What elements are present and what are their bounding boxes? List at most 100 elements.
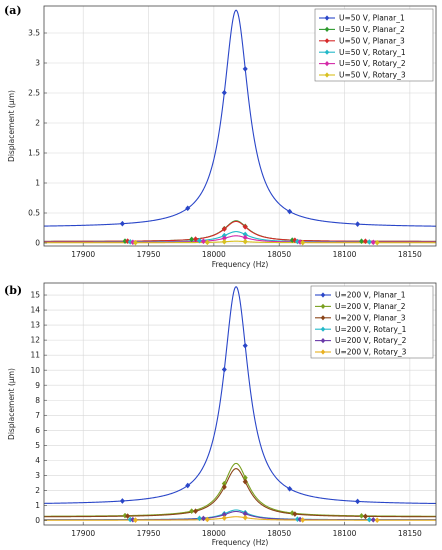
series-marker-4 — [366, 516, 372, 523]
series-marker-3 — [221, 484, 227, 490]
series-marker-1 — [221, 89, 227, 96]
series-marker-6 — [221, 515, 227, 521]
y-tick-label: 2.5 — [28, 89, 40, 98]
series-marker-3 — [221, 226, 227, 232]
legend-swatch-marker — [320, 338, 326, 344]
axes-frame — [43, 5, 437, 247]
x-tick-label: 18150 — [398, 250, 422, 259]
legend-swatch-marker — [324, 26, 330, 32]
series-marker-3 — [242, 223, 248, 230]
panel-a: 17900 17950 18000 18050 18100 18150 0 0.5 1 1.5 2 2… — [4, 4, 437, 269]
series-marker-6 — [300, 239, 306, 246]
panel-label: (b) — [4, 284, 22, 297]
y-tick-label: 13 — [30, 321, 40, 330]
y-tick-label: 0 — [35, 516, 40, 525]
series-marker-1 — [185, 482, 191, 489]
y-tick-label: 5 — [35, 441, 40, 450]
legend-swatch-marker — [320, 349, 326, 355]
series-marker-3 — [193, 508, 199, 515]
series-marker-1 — [242, 342, 248, 349]
series-marker-6 — [132, 239, 139, 246]
y-tick-label: 12 — [30, 336, 40, 345]
y-tick-label: 14 — [30, 306, 40, 315]
series-marker-1 — [355, 221, 361, 228]
legend-entry: U=200 V, Planar_1 — [335, 291, 406, 300]
y-tick-label: 4 — [35, 456, 40, 465]
series-marker-2 — [358, 512, 365, 519]
panel-b: 17900 17950 18000 18050 18100 181500123456789… — [4, 282, 437, 547]
series-marker-3 — [242, 478, 248, 485]
y-tick-label: 2 — [35, 486, 40, 495]
series-marker-6 — [242, 238, 248, 245]
series-marker-1 — [242, 66, 248, 72]
series-marker-1 — [287, 208, 293, 215]
series-marker-1 — [185, 205, 191, 212]
y-tick-label: 3.5 — [28, 29, 40, 38]
series-marker-1 — [221, 366, 227, 373]
y-tick-label: 6 — [35, 426, 40, 435]
x-tick-label: 18050 — [267, 529, 291, 538]
legend-box — [310, 285, 434, 359]
x-tick-label: 18050 — [267, 250, 291, 259]
series-marker-3 — [125, 513, 131, 520]
x-tick-label: 18100 — [333, 250, 357, 259]
series-marker-1 — [287, 485, 293, 492]
series-marker-5 — [200, 238, 206, 245]
y-tick-label: 2 — [35, 119, 40, 128]
panel-label: (a) — [4, 4, 22, 17]
x-tick-label: 17950 — [137, 250, 161, 259]
legend-swatch-marker — [324, 15, 330, 21]
y-tick-label: 15 — [30, 291, 40, 300]
series-marker-4 — [196, 515, 203, 522]
legend-swatch-marker — [324, 38, 330, 44]
series-line-3 — [44, 468, 436, 518]
y-tick-label: 8 — [35, 396, 40, 405]
series-marker-4 — [196, 237, 203, 244]
x-tick-label: 18000 — [202, 529, 226, 538]
y-tick-label: 1 — [35, 501, 40, 510]
x-axis-title: Frequency (Hz) — [212, 260, 269, 269]
legend-box — [314, 8, 434, 82]
legend-entry: U=50 V, Rotary_2 — [339, 59, 406, 68]
x-tick-label: 18000 — [202, 250, 226, 259]
series-line-1 — [43, 9, 437, 227]
series-marker-6 — [221, 238, 227, 245]
series-marker-6 — [300, 517, 306, 523]
x-tick-label: 17900 — [71, 529, 95, 538]
series-marker-6 — [132, 517, 139, 524]
legend-entry: U=50 V, Rotary_3 — [339, 71, 406, 80]
series-marker-1 — [355, 498, 361, 505]
legend-swatch-marker — [320, 303, 326, 309]
series-marker-5 — [200, 515, 206, 522]
legend-swatch-marker — [320, 326, 326, 332]
series-marker-1 — [119, 220, 125, 227]
y-tick-label: 3 — [35, 471, 40, 480]
legend-entry: U=200 V, Rotary_3 — [335, 348, 407, 357]
legend-entry: U=50 V, Rotary_1 — [339, 48, 406, 57]
legend-entry: U=200 V, Rotary_2 — [335, 336, 407, 345]
series-marker-6 — [374, 239, 380, 246]
series-marker-4 — [366, 239, 372, 245]
legend-swatch-marker — [324, 61, 330, 67]
y-tick-label: 0 — [35, 239, 40, 248]
legend-entry: U=200 V, Rotary_1 — [335, 325, 407, 334]
series-marker-6 — [204, 516, 210, 523]
series-marker-2 — [358, 238, 365, 245]
series-marker-3 — [193, 236, 199, 242]
y-tick-label: 9 — [35, 381, 40, 390]
y-axis-title: Displacement (μm) — [7, 90, 16, 162]
legend-swatch-marker — [324, 72, 330, 78]
y-tick-label: 1 — [35, 179, 40, 188]
series-marker-6 — [374, 517, 380, 524]
x-tick-label: 17950 — [137, 529, 161, 538]
series-marker-3 — [292, 511, 298, 517]
axes-frame — [43, 282, 437, 526]
legend-entry: U=200 V, Planar_2 — [335, 302, 406, 311]
series-marker-6 — [204, 239, 210, 246]
series-marker-2 — [289, 510, 295, 516]
legend-swatch-marker — [320, 292, 326, 298]
legend-swatch-marker — [320, 315, 326, 321]
y-tick-label: 10 — [30, 366, 40, 375]
series-line-1 — [43, 286, 436, 505]
